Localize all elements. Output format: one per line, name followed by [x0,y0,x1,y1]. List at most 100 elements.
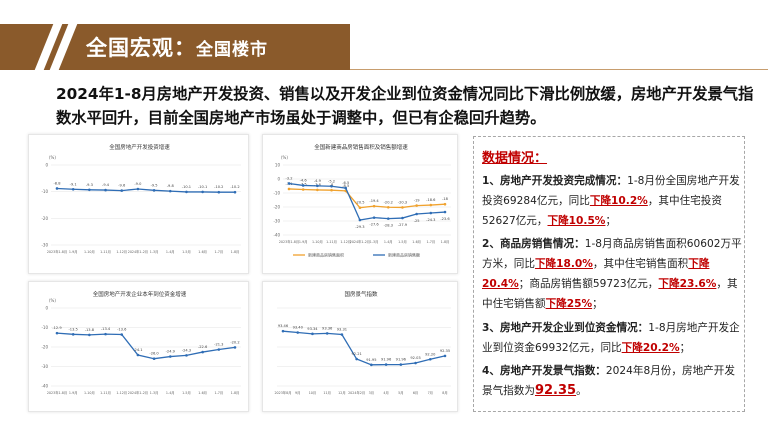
info-text-run: 1-8月商品房销售面积60602万平方米，同比 [482,238,742,270]
data-label: -24.3 [182,348,191,352]
data-point [443,202,447,206]
info-text-run: 下降20.2% [621,342,680,354]
x-tick-label: 1-12月 [340,240,351,244]
data-point [104,188,107,192]
x-tick-label: 1-8月 [231,250,240,254]
x-tick-label: 1-3月 [150,391,159,395]
y-tick-label: -10 [41,325,48,330]
data-point [233,346,237,349]
y-tick-label: -40 [273,233,280,238]
data-point [344,186,348,190]
chart-climate-index: 国房景气指数 2023年8月 9月 10月 11月 12月 2024年2月 3月 4月 5月 6月 7… [274,290,451,395]
x-tick-label: 11月 [323,391,331,395]
data-point [233,190,237,194]
y-tick-label: -40 [41,384,48,389]
x-tick-label: 2023年1-8月 [47,390,67,395]
x-tick-label: 7月 [428,391,433,395]
data-label: -9.8 [167,184,175,188]
chart-panel-sales: 全国新建商品房销售面积及销售额增速 (%) 10 0 -10 -20 -30 -40 2023年… [262,134,458,274]
info-text-run: ，其中住宅销售额 [482,278,738,310]
data-label: -25 [414,219,420,223]
data-label: -13.4 [101,327,111,331]
x-tick-label: 1-5月 [182,391,191,395]
x-tick-label: 1-4月 [384,240,393,244]
data-point [120,333,124,336]
chart-title: 全国房地产开发投资增速 [109,143,170,151]
x-tick-label: 1-5月 [398,240,407,244]
info-text-run: 下降10.2% [589,195,648,207]
data-point [88,188,91,192]
data-point [316,188,319,192]
info-text-run: 3、房地产开发企业到位资金情况： [482,322,649,334]
info-text-run: 。 [576,385,587,397]
data-point [136,353,140,357]
x-tick-label: 1-7月 [214,391,223,395]
data-label: -4.9 [314,179,322,183]
info-text-run: 下降25% [545,298,593,310]
data-label: 93.40 [293,326,304,330]
x-tick-label: 1-12月 [116,250,127,254]
x-tick-label: 1-6月 [198,250,207,254]
data-label: -13.8 [85,328,95,332]
x-tick-label: 2024年1-2月 [128,249,148,254]
data-point [55,331,59,335]
data-label: -9.6 [118,184,126,188]
info-text-run: 1-8月份全国房地产开发投资69284亿元，同比 [482,175,740,207]
y-tick-label: 0 [45,163,48,168]
data-point [136,187,140,191]
x-tick-label: 1-4月 [166,391,175,395]
data-label: 93.34 [307,327,318,331]
info-text-run: 2、商品房销售情况： [482,238,585,250]
data-point [185,354,188,357]
data-label: 92.03 [410,356,420,360]
data-label: 92.21 [351,352,361,356]
info-text-run: ； [679,342,691,354]
series-line [288,182,446,221]
y-tick-label: -30 [41,364,48,369]
info-item-investment: 1、房地产开发投资完成情况：1-8月份全国房地产开发投资69284亿元，同比下降… [482,171,744,231]
info-item-funds: 3、房地产开发企业到位资金情况：1-8月房地产开发企业到位资金69932亿元，同… [482,318,744,358]
data-point [372,204,376,208]
data-label: 93.36 [322,326,333,330]
data-point [168,189,172,193]
info-title: 数据情况： [482,151,548,166]
data-label: 91.96 [396,358,407,362]
chart-title: 全国新建商品房销售面积及销售额增速 [314,143,408,151]
data-point [201,190,204,194]
data-label: -6.5 [342,181,349,185]
info-item-sales: 2、商品房销售情况：1-8月商品房销售面积60602万平方米，同比下降18.0%… [482,234,744,314]
y-tick-label: -30 [41,243,48,248]
data-point [384,363,388,366]
data-point [429,203,433,207]
data-label: -18 [442,197,449,201]
chart-panel-funds: 全国房地产开发企业本年到位资金增速 (%) 0 -10 -20 -30 -40 2023年1-… [28,281,249,412]
data-label: -13.5 [69,327,78,331]
data-point [386,205,390,209]
x-tick-label: 2024年1-2月 [128,390,148,395]
y-tick-label: 0 [277,177,280,182]
data-point [443,354,447,358]
data-label: -12.9 [52,326,62,330]
data-label: -18.6 [426,198,436,202]
data-point [281,329,285,333]
data-point [71,187,75,191]
data-point [429,211,433,215]
chart-panel-climate-index: 国房景气指数 2023年8月 9月 10月 11月 12月 2024年2月 3月 4月 5月 6月 7… [262,281,458,412]
info-text-run: 1-8月房地产开发企业到位资金69932亿元，同比 [482,322,740,354]
data-label: -9.4 [102,183,110,187]
data-point [301,184,305,187]
chart-funds-growth: 全国房地产开发企业本年到位资金增速 (%)0 -10 -20 -30 -402023年1-… [41,290,241,395]
data-point [358,206,362,209]
data-label: -13.6 [117,328,127,332]
data-point [399,363,403,366]
data-label: 91.95 [366,358,376,362]
data-point [316,184,319,188]
info-text-run: ； [605,215,617,227]
x-tick-label: 4月 [383,391,388,395]
x-tick-label: 1-9月 [299,240,308,244]
y-tick-label: 0 [45,306,48,311]
x-tick-label: 1-4月 [166,250,175,254]
series-line [56,187,235,193]
data-label: -26.0 [149,352,159,356]
data-label: -19.4 [369,199,379,203]
